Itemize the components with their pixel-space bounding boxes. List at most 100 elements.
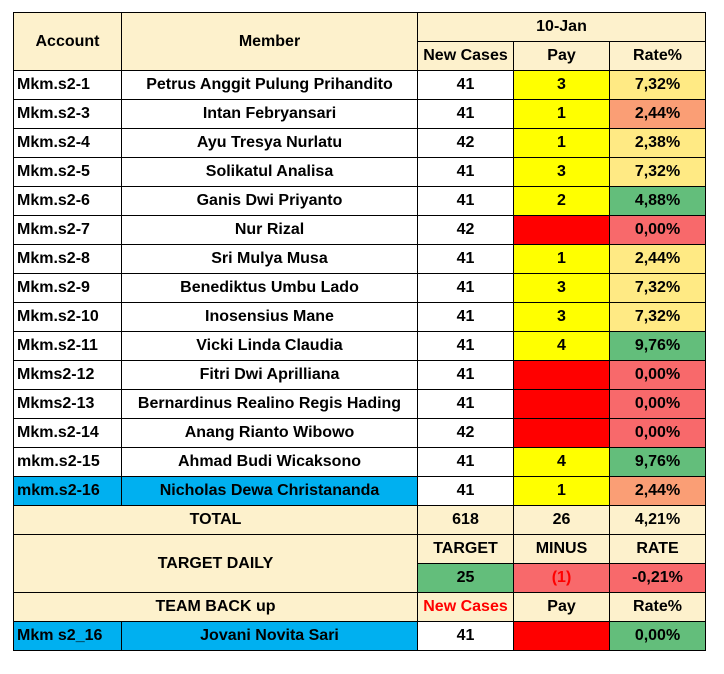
account-cell[interactable]: Mkm.s2-1 <box>13 70 122 100</box>
member-cell[interactable]: Jovani Novita Sari <box>121 621 418 651</box>
team-backup-label[interactable]: TEAM BACK up <box>13 592 418 622</box>
backup-new-cases-header[interactable]: New Cases <box>417 592 514 622</box>
account-cell[interactable]: Mkm.s2-10 <box>13 302 122 332</box>
pay-cell[interactable]: 3 <box>513 157 610 187</box>
new-cases-cell[interactable]: 41 <box>417 389 514 419</box>
pay-cell[interactable]: 3 <box>513 70 610 100</box>
new-cases-cell[interactable]: 42 <box>417 128 514 158</box>
rate-cell[interactable]: 0,00% <box>609 215 706 245</box>
rate-cell[interactable]: 7,32% <box>609 302 706 332</box>
new-cases-cell[interactable]: 41 <box>417 476 514 506</box>
target-label[interactable]: TARGET <box>417 534 514 564</box>
minus-label[interactable]: MINUS <box>513 534 610 564</box>
member-cell[interactable]: Nur Rizal <box>121 215 418 245</box>
new-cases-cell[interactable]: 41 <box>417 447 514 477</box>
member-cell[interactable]: Nicholas Dewa Christananda <box>121 476 418 506</box>
rate-cell[interactable]: 0,00% <box>609 389 706 419</box>
rate-cell[interactable]: 2,38% <box>609 128 706 158</box>
member-cell[interactable]: Intan Febryansari <box>121 99 418 129</box>
member-cell[interactable]: Vicki Linda Claudia <box>121 331 418 361</box>
rate-cell[interactable]: 0,00% <box>609 621 706 651</box>
pay-cell[interactable] <box>513 389 610 419</box>
account-cell[interactable]: Mkm s2_16 <box>13 621 122 651</box>
target-daily-label[interactable]: TARGET DAILY <box>13 534 418 593</box>
member-cell[interactable]: Petrus Anggit Pulung Prihandito <box>121 70 418 100</box>
member-cell[interactable]: Inosensius Mane <box>121 302 418 332</box>
member-cell[interactable]: Sri Mulya Musa <box>121 244 418 274</box>
date-header[interactable]: 10-Jan <box>417 12 706 42</box>
new-cases-cell[interactable]: 41 <box>417 244 514 274</box>
account-cell[interactable]: Mkm.s2-8 <box>13 244 122 274</box>
pay-header[interactable]: Pay <box>513 41 610 71</box>
pay-cell[interactable] <box>513 418 610 448</box>
rate-cell[interactable]: 7,32% <box>609 157 706 187</box>
pay-cell[interactable]: 1 <box>513 99 610 129</box>
account-cell[interactable]: Mkm.s2-9 <box>13 273 122 303</box>
member-header[interactable]: Member <box>121 12 418 71</box>
minus-value[interactable]: (1) <box>513 563 610 593</box>
total-new-cases[interactable]: 618 <box>417 505 514 535</box>
pay-cell[interactable] <box>513 360 610 390</box>
new-cases-cell[interactable]: 41 <box>417 70 514 100</box>
target-rate-value[interactable]: -0,21% <box>609 563 706 593</box>
account-cell[interactable]: Mkm.s2-7 <box>13 215 122 245</box>
account-cell[interactable]: Mkm.s2-6 <box>13 186 122 216</box>
new-cases-header[interactable]: New Cases <box>417 41 514 71</box>
pay-cell[interactable]: 4 <box>513 331 610 361</box>
account-cell[interactable]: Mkm.s2-4 <box>13 128 122 158</box>
total-label[interactable]: TOTAL <box>13 505 418 535</box>
pay-cell[interactable]: 3 <box>513 302 610 332</box>
rate-cell[interactable]: 7,32% <box>609 273 706 303</box>
rate-cell[interactable]: 9,76% <box>609 447 706 477</box>
new-cases-cell[interactable]: 41 <box>417 186 514 216</box>
account-cell[interactable]: Mkm.s2-3 <box>13 99 122 129</box>
rate-header[interactable]: Rate% <box>609 41 706 71</box>
new-cases-cell[interactable]: 41 <box>417 157 514 187</box>
total-pay[interactable]: 26 <box>513 505 610 535</box>
account-cell[interactable]: mkm.s2-15 <box>13 447 122 477</box>
rate-cell[interactable]: 2,44% <box>609 244 706 274</box>
pay-cell[interactable]: 4 <box>513 447 610 477</box>
backup-rate-header[interactable]: Rate% <box>609 592 706 622</box>
new-cases-cell[interactable]: 41 <box>417 302 514 332</box>
member-cell[interactable]: Solikatul Analisa <box>121 157 418 187</box>
rate-cell[interactable]: 7,32% <box>609 70 706 100</box>
account-cell[interactable]: Mkms2-13 <box>13 389 122 419</box>
rate-cell[interactable]: 4,88% <box>609 186 706 216</box>
account-cell[interactable]: Mkm.s2-14 <box>13 418 122 448</box>
rate-cell[interactable]: 2,44% <box>609 476 706 506</box>
rate-cell[interactable]: 0,00% <box>609 418 706 448</box>
member-cell[interactable]: Ganis Dwi Priyanto <box>121 186 418 216</box>
account-cell[interactable]: Mkm.s2-11 <box>13 331 122 361</box>
account-cell[interactable]: mkm.s2-16 <box>13 476 122 506</box>
rate-cell[interactable]: 9,76% <box>609 331 706 361</box>
member-cell[interactable]: Ahmad Budi Wicaksono <box>121 447 418 477</box>
pay-cell[interactable] <box>513 215 610 245</box>
total-rate[interactable]: 4,21% <box>609 505 706 535</box>
new-cases-cell[interactable]: 41 <box>417 331 514 361</box>
new-cases-cell[interactable]: 41 <box>417 360 514 390</box>
account-cell[interactable]: Mkm.s2-5 <box>13 157 122 187</box>
pay-cell[interactable]: 2 <box>513 186 610 216</box>
new-cases-cell[interactable]: 41 <box>417 273 514 303</box>
pay-cell[interactable]: 1 <box>513 476 610 506</box>
pay-cell[interactable]: 1 <box>513 244 610 274</box>
pay-cell[interactable]: 3 <box>513 273 610 303</box>
member-cell[interactable]: Ayu Tresya Nurlatu <box>121 128 418 158</box>
rate-label[interactable]: RATE <box>609 534 706 564</box>
member-cell[interactable]: Fitri Dwi Aprilliana <box>121 360 418 390</box>
new-cases-cell[interactable]: 41 <box>417 621 514 651</box>
pay-cell[interactable] <box>513 621 610 651</box>
new-cases-cell[interactable]: 42 <box>417 418 514 448</box>
target-value[interactable]: 25 <box>417 563 514 593</box>
new-cases-cell[interactable]: 42 <box>417 215 514 245</box>
pay-cell[interactable]: 1 <box>513 128 610 158</box>
backup-pay-header[interactable]: Pay <box>513 592 610 622</box>
rate-cell[interactable]: 0,00% <box>609 360 706 390</box>
rate-cell[interactable]: 2,44% <box>609 99 706 129</box>
member-cell[interactable]: Anang Rianto Wibowo <box>121 418 418 448</box>
new-cases-cell[interactable]: 41 <box>417 99 514 129</box>
account-header[interactable]: Account <box>13 12 122 71</box>
member-cell[interactable]: Benediktus Umbu Lado <box>121 273 418 303</box>
account-cell[interactable]: Mkms2-12 <box>13 360 122 390</box>
